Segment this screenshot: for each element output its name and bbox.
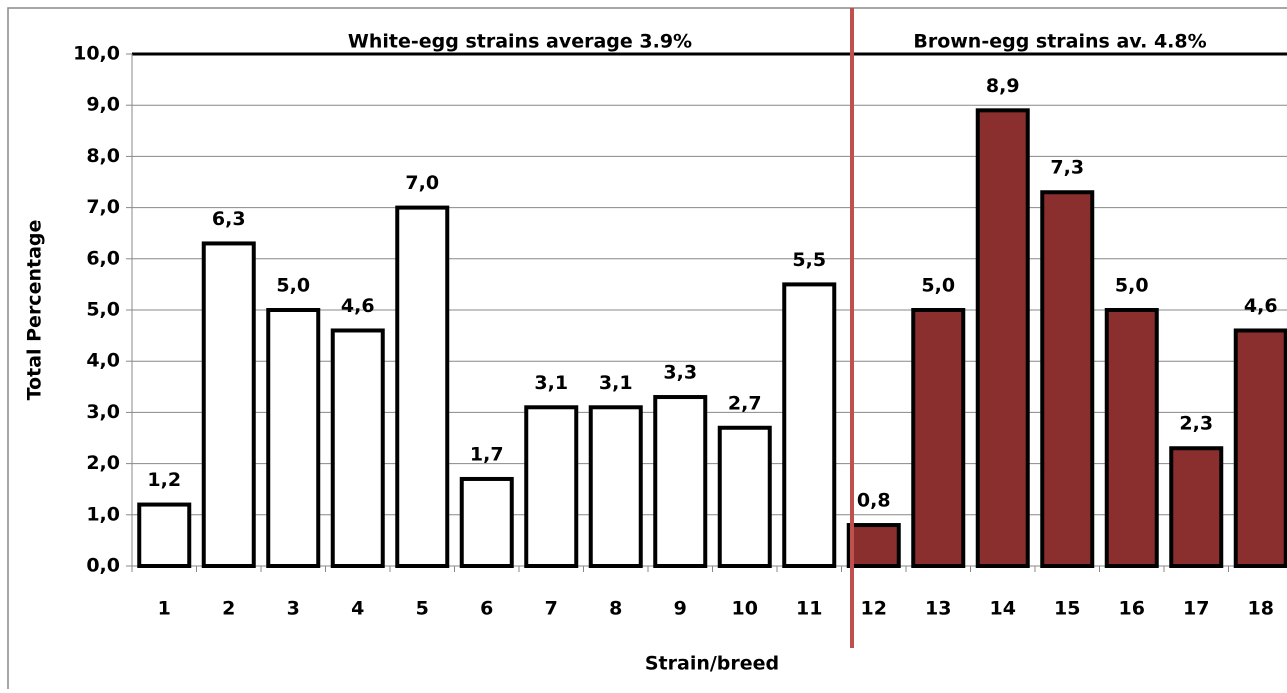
bar	[459, 476, 514, 568]
bar	[1104, 308, 1159, 568]
value-label: 6,3	[212, 208, 246, 230]
value-label: 5,5	[792, 249, 826, 271]
bar	[588, 405, 643, 568]
bar	[911, 308, 966, 568]
x-tick-label: 2	[222, 598, 235, 620]
y-tick-label: 8,0	[86, 145, 120, 167]
annotation: Brown-egg strains av. 4.8%	[913, 31, 1206, 53]
value-label: 3,1	[599, 372, 633, 394]
value-label: 5,0	[921, 275, 955, 297]
x-tick-label: 14	[990, 598, 1016, 620]
x-tick-label: 9	[674, 598, 687, 620]
value-label: 3,1	[534, 372, 568, 394]
value-label: 7,0	[405, 172, 439, 194]
x-tick-label: 5	[416, 598, 429, 620]
bar	[330, 328, 385, 569]
bar	[395, 205, 450, 568]
x-tick-label: 4	[351, 598, 364, 620]
y-tick-label: 2,0	[86, 452, 120, 474]
x-tick-label: 13	[925, 598, 951, 620]
x-tick-label: 6	[480, 598, 493, 620]
value-label: 2,7	[728, 392, 762, 414]
bar	[653, 395, 708, 569]
value-label: 2,3	[1179, 413, 1213, 435]
bar	[782, 282, 837, 568]
value-label: 3,3	[663, 362, 697, 384]
value-label: 5,0	[1115, 275, 1149, 297]
x-tick-label: 1	[158, 598, 171, 620]
y-tick-label: 7,0	[86, 196, 120, 218]
y-tick-label: 3,0	[86, 401, 120, 423]
bar	[1169, 446, 1224, 568]
x-tick-label: 7	[545, 598, 558, 620]
x-tick-label: 3	[287, 598, 300, 620]
y-tick-label: 5,0	[86, 299, 120, 321]
value-label: 8,9	[986, 75, 1020, 97]
bar	[201, 241, 256, 568]
x-axis-title: Strain/breed	[645, 653, 779, 675]
y-tick-label: 0,0	[86, 555, 120, 577]
chart-border	[7, 7, 1287, 693]
value-label: 1,2	[147, 469, 181, 491]
bar	[266, 308, 321, 568]
y-tick-label: 9,0	[86, 94, 120, 116]
y-axis-title: Total Percentage	[24, 220, 46, 401]
bar	[1233, 328, 1287, 569]
annotation: White-egg strains average 3.9%	[348, 31, 692, 53]
y-tick-label: 4,0	[86, 350, 120, 372]
bar	[717, 425, 772, 569]
y-tick-label: 10,0	[73, 43, 120, 65]
y-tick-label: 1,0	[86, 503, 120, 525]
bar	[1040, 190, 1095, 569]
value-label: 4,6	[341, 295, 375, 317]
x-tick-label: 10	[732, 598, 758, 620]
value-label: 0,8	[857, 490, 891, 512]
x-tick-label: 16	[1119, 598, 1145, 620]
value-label: 5,0	[276, 275, 310, 297]
x-tick-label: 18	[1248, 598, 1274, 620]
bar	[524, 405, 579, 568]
value-label: 7,3	[1050, 157, 1084, 179]
x-tick-label: 11	[796, 598, 822, 620]
x-tick-label: 15	[1054, 598, 1080, 620]
bar	[975, 108, 1030, 568]
bar	[137, 502, 192, 568]
value-label: 4,6	[1244, 295, 1278, 317]
x-tick-label: 17	[1183, 598, 1209, 620]
value-label: 1,7	[470, 443, 504, 465]
x-tick-label: 12	[861, 598, 887, 620]
bar	[846, 523, 901, 568]
x-tick-label: 8	[609, 598, 622, 620]
y-tick-label: 6,0	[86, 247, 120, 269]
